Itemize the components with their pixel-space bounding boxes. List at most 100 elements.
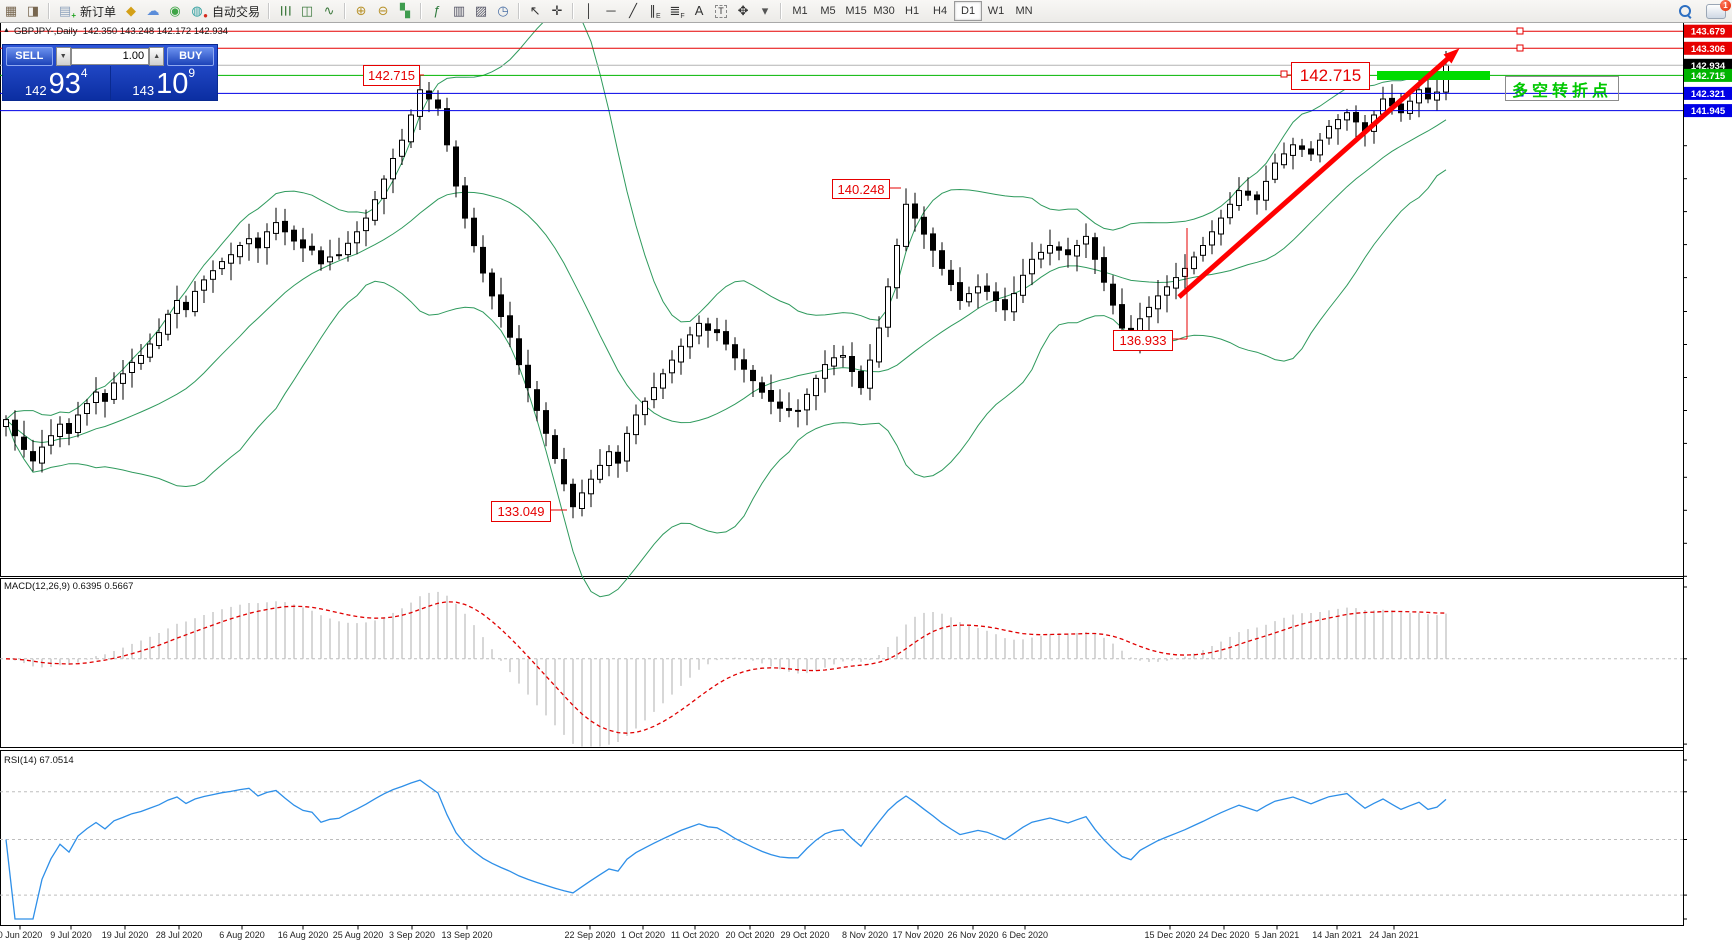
date-label: 19 Jul 2020 xyxy=(102,930,149,940)
title-marker-icon: ▲ xyxy=(3,27,10,34)
autotrade-label[interactable]: 自动交易 xyxy=(212,4,261,19)
arrows-dropdown-icon[interactable]: ▾ xyxy=(761,3,769,18)
cursor-icon[interactable]: ↖ xyxy=(529,3,541,18)
price-tag-143.679 xyxy=(1684,24,1732,38)
timeframe-button-d1[interactable]: D1 xyxy=(954,1,983,21)
chat-icon[interactable]: 1 xyxy=(1706,0,1731,19)
market-watch-icon[interactable]: ◆ xyxy=(126,3,137,18)
timeframe-button-m15[interactable]: M15 xyxy=(845,5,867,17)
price-callout-142-715-4[interactable]: 142.715 xyxy=(1291,62,1370,90)
main-toolbar: ▦ ◨ ▤ + 新订单 ◆ ☁ ◉ ◍ ● 自动交易 ☰ ◫ ∿ ⊕ ⊖ ▚ ƒ ▥ ▨ ◷ ↖ ✛ │ ─ ╱ ∥ E ≣ F A T ✥ ▾ M… xyxy=(0,0,1732,23)
chart-title: GBPJPY-,Daily 142.350 143.248 142.172 14… xyxy=(14,26,229,37)
price-tag-142.321 xyxy=(1684,86,1732,100)
object-handle[interactable] xyxy=(1280,70,1288,78)
price-callout-133-049-3[interactable]: 133.049 xyxy=(491,501,551,522)
trend-arrow-line[interactable] xyxy=(1177,53,1454,299)
indicators-icon[interactable]: ƒ xyxy=(433,3,441,18)
toolbar-separator xyxy=(268,3,271,19)
date-label: 13 Sep 2020 xyxy=(441,930,492,940)
object-handle[interactable] xyxy=(1516,27,1524,35)
chat-badge: 1 xyxy=(1720,0,1731,11)
sell-price[interactable]: 142 93 4 xyxy=(3,66,110,101)
rsi-pane xyxy=(0,750,1684,926)
price-callout-140-248-1[interactable]: 140.248 xyxy=(832,179,890,199)
price-callout-142-715-0[interactable]: 142.715 xyxy=(363,65,420,86)
timeframe-button-h4[interactable]: H4 xyxy=(933,5,948,17)
timeframe-button-h1[interactable]: H1 xyxy=(905,5,920,17)
volume-increase-button[interactable]: ▲ xyxy=(149,46,165,66)
svg-text:143.306: 143.306 xyxy=(1691,44,1725,55)
buy-price-main: 10 xyxy=(156,68,189,100)
periods-icon[interactable]: ▥ xyxy=(452,3,466,18)
date-label: 15 Dec 2020 xyxy=(1144,930,1195,940)
text-label-icon[interactable]: T xyxy=(711,2,731,20)
volume-input[interactable]: 1.00 xyxy=(70,47,150,65)
timeframe-button-m5[interactable]: M5 xyxy=(820,5,836,17)
new-chart-icon[interactable]: ▦ xyxy=(4,3,18,18)
timeframe-button-m30[interactable]: M30 xyxy=(873,5,895,17)
svg-text:143.679: 143.679 xyxy=(1691,27,1725,38)
timeframe-button-mn[interactable]: MN xyxy=(1015,5,1033,17)
horizontal-line-icon[interactable]: ─ xyxy=(606,3,616,18)
date-label: 28 Jul 2020 xyxy=(156,930,203,940)
date-label: 29 Oct 2020 xyxy=(780,930,829,940)
buy-price[interactable]: 143 10 9 xyxy=(111,66,218,101)
vertical-line-icon[interactable]: │ xyxy=(584,3,594,18)
date-label: 22 Sep 2020 xyxy=(564,930,615,940)
equidistant-channel-icon[interactable]: ∥ E xyxy=(649,3,661,20)
zoom-out-icon[interactable]: ⊖ xyxy=(377,3,389,18)
new-order-icon[interactable]: ▤ + xyxy=(58,3,76,20)
volume-decrease-button[interactable]: ▼ xyxy=(55,46,71,66)
search-icon[interactable] xyxy=(1679,4,1692,19)
date-label: 3 Sep 2020 xyxy=(389,930,435,940)
price-tag-143.306 xyxy=(1684,41,1732,55)
rsi-line xyxy=(5,779,1447,920)
date-label: 8 Nov 2020 xyxy=(842,930,888,940)
sell-button[interactable]: SELL xyxy=(6,46,53,66)
fibonacci-icon[interactable]: ≣ F xyxy=(669,3,685,20)
highlight-green-bar[interactable] xyxy=(1377,71,1490,80)
date-label: 24 Dec 2020 xyxy=(1198,930,1249,940)
date-label: 17 Nov 2020 xyxy=(892,930,943,940)
clock-icon[interactable]: ◷ xyxy=(497,3,509,18)
crosshair-icon[interactable]: ✛ xyxy=(551,3,563,18)
community-icon[interactable]: ☁ xyxy=(146,3,160,18)
price-callout-136-933-2[interactable]: 136.933 xyxy=(1113,330,1173,351)
svg-text:142.934: 142.934 xyxy=(1691,61,1726,72)
macd-signal-line xyxy=(5,601,1447,734)
new-order-label[interactable]: 新订单 xyxy=(80,4,117,19)
date-label: 11 Oct 2020 xyxy=(671,930,719,940)
annotation-text-note[interactable]: 多空转折点 xyxy=(1505,76,1619,101)
svg-text:141.945: 141.945 xyxy=(1691,106,1726,117)
zoom-in-icon[interactable]: ⊕ xyxy=(355,3,367,18)
date-label: 5 Jan 2021 xyxy=(1255,930,1300,940)
signals-icon[interactable]: ◉ xyxy=(169,3,181,18)
line-chart-mode-icon[interactable]: ∿ xyxy=(323,3,335,18)
toolbar-separator xyxy=(780,3,783,19)
timeframe-button-w1[interactable]: W1 xyxy=(987,5,1005,17)
templates-icon[interactable]: ▨ xyxy=(474,3,488,18)
object-handle[interactable] xyxy=(1516,44,1524,52)
timeframe-button-m1[interactable]: M1 xyxy=(792,5,808,17)
buy-button[interactable]: BUY xyxy=(167,46,214,66)
autotrade-icon[interactable]: ◍ ● xyxy=(191,3,209,20)
text-icon[interactable]: A xyxy=(694,3,704,18)
main-pane xyxy=(0,22,1684,577)
date-label: 9 Jul 2020 xyxy=(50,930,92,940)
object-handle[interactable] xyxy=(1516,89,1524,97)
arrows-icon[interactable]: ✥ xyxy=(737,3,749,18)
macd-pane xyxy=(0,578,1684,748)
date-label: 26 Nov 2020 xyxy=(947,930,998,940)
tile-windows-icon[interactable]: ▚ xyxy=(400,3,411,18)
date-label: 20 Oct 2020 xyxy=(725,930,774,940)
bar-chart-mode-icon[interactable]: ☰ xyxy=(278,5,294,17)
trendline-icon[interactable]: ╱ xyxy=(629,3,637,18)
candlestick-mode-icon[interactable]: ◫ xyxy=(300,3,314,18)
price-tag-141.945 xyxy=(1684,104,1732,118)
price-tag-142.715 xyxy=(1684,68,1732,82)
bollinger-lower-band xyxy=(5,169,1447,598)
profiles-icon[interactable]: ◨ xyxy=(26,3,40,18)
sell-price-pip: 4 xyxy=(80,66,88,80)
macd-histogram xyxy=(14,591,1447,747)
